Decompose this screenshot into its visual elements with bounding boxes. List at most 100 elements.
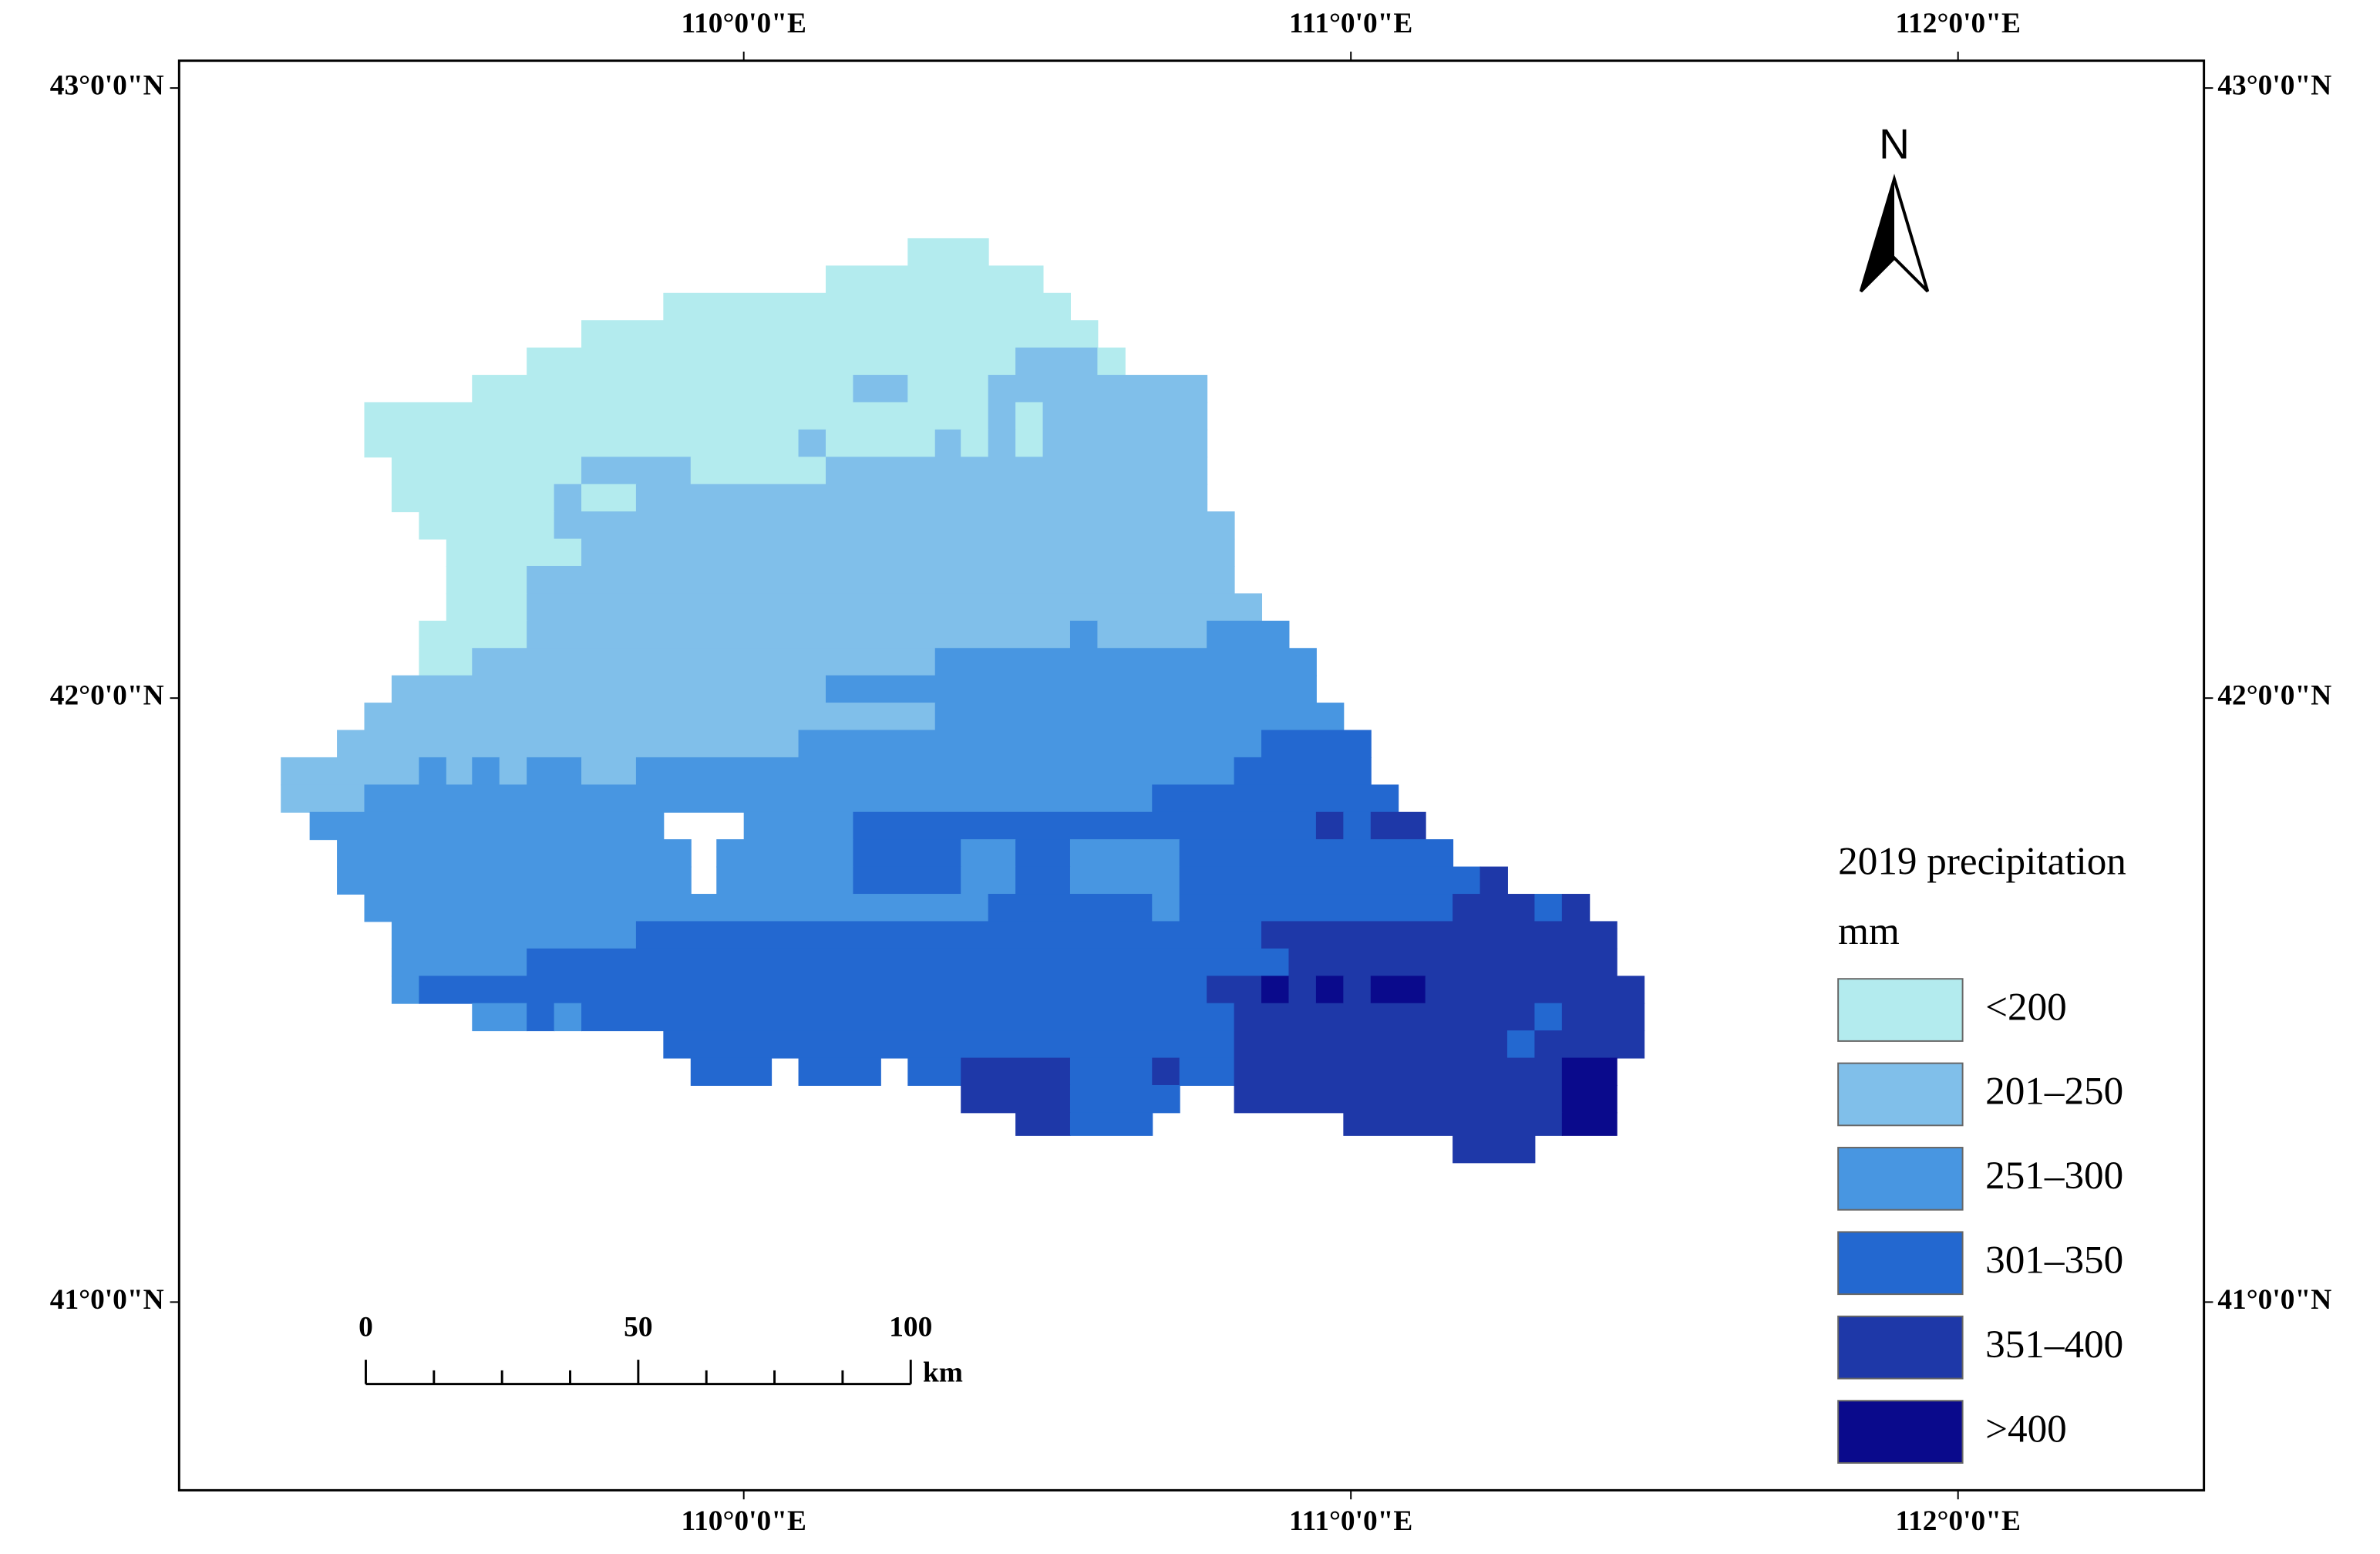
legend-label: 351–400 — [1985, 1323, 2123, 1367]
raster-cell — [581, 1003, 1235, 1032]
raster-cell — [472, 757, 500, 786]
raster-cell — [364, 703, 936, 731]
raster-cell — [1069, 866, 1180, 895]
raster-cell — [988, 375, 1208, 403]
raster-cell — [907, 238, 989, 267]
raster-cell — [663, 1030, 1235, 1059]
raster-cell — [581, 457, 692, 485]
raster-cell — [1506, 1030, 1536, 1059]
raster-cell — [1261, 921, 1618, 949]
raster-cell — [934, 648, 1317, 676]
raster-cell — [635, 757, 1235, 786]
raster-cell — [527, 565, 1235, 595]
raster-cell — [961, 1057, 1071, 1086]
raster-cell — [1069, 1112, 1153, 1136]
raster-cell — [419, 976, 1208, 1004]
raster-cell — [1179, 894, 1454, 922]
raster-cell — [1453, 894, 1536, 922]
raster-cell — [446, 757, 473, 786]
raster-cell — [798, 730, 1263, 758]
raster-cell — [1179, 839, 1454, 868]
raster-cell — [554, 484, 583, 513]
raster-cell — [1234, 1030, 1508, 1059]
raster-cell — [527, 1003, 555, 1032]
left-label: 41°0'0"N — [50, 1284, 164, 1316]
raster-cell — [988, 429, 1017, 458]
raster-cell — [472, 648, 936, 676]
raster-cell — [281, 757, 420, 786]
raster-cell — [1561, 1084, 1618, 1114]
raster-cell — [826, 429, 936, 458]
raster-cell — [499, 757, 528, 786]
precipitation-raster — [281, 238, 1645, 1164]
raster-cell — [1561, 1057, 1618, 1086]
scale-label: 0 — [359, 1311, 373, 1343]
raster-cell — [527, 948, 1290, 977]
raster-cell — [853, 866, 962, 895]
north-arrow-fill — [1860, 179, 1894, 292]
legend-swatch — [1837, 1231, 1964, 1296]
raster-cell — [1234, 1084, 1563, 1114]
raster-cell — [907, 375, 989, 403]
raster-cell — [1425, 976, 1645, 1004]
raster-cell — [961, 1084, 1071, 1114]
bottom-label: 110°0'0"E — [681, 1505, 806, 1537]
raster-cell — [1179, 866, 1481, 895]
raster-cell — [853, 839, 962, 868]
scale-label: 50 — [624, 1311, 652, 1343]
raster-cell — [446, 538, 583, 567]
right-label: 43°0'0"N — [2217, 70, 2331, 102]
legend-label: 301–350 — [1985, 1239, 2123, 1283]
raster-cell — [364, 429, 800, 458]
raster-cell — [826, 675, 1317, 704]
raster-cell — [364, 784, 1153, 813]
raster-cell — [1207, 620, 1290, 649]
raster-cell — [527, 620, 1071, 649]
raster-cell — [1015, 1112, 1071, 1136]
scale-label: 100 — [889, 1311, 932, 1343]
raster-cell — [1015, 347, 1099, 376]
raster-cell — [690, 457, 826, 485]
raster-cell — [337, 866, 692, 895]
scale-bar: 0 50 100 km — [359, 1311, 963, 1388]
raster-cell — [391, 457, 583, 485]
raster-cell — [1453, 1134, 1536, 1164]
legend-label: 201–250 — [1985, 1070, 2123, 1114]
raster-cell — [1343, 976, 1372, 1004]
raster-cell — [988, 894, 1153, 922]
left-label: 42°0'0"N — [50, 680, 164, 712]
raster-cell — [934, 703, 1345, 731]
raster-cell — [1152, 784, 1399, 813]
raster-cell — [1152, 894, 1180, 922]
raster-cell — [391, 976, 420, 1004]
raster-cell — [934, 429, 962, 458]
raster-cell — [716, 866, 854, 895]
raster-cell — [337, 839, 692, 868]
raster-cell — [1015, 429, 1044, 458]
raster-cell — [581, 484, 637, 513]
raster-cell — [1561, 894, 1591, 922]
raster-cell — [527, 757, 583, 786]
right-label: 41°0'0"N — [2217, 1284, 2331, 1316]
left-label: 43°0'0"N — [50, 70, 164, 102]
raster-cell — [1152, 1057, 1180, 1086]
raster-cell — [1234, 757, 1372, 786]
legend-swatch — [1837, 1400, 1964, 1464]
bottom-label: 112°0'0"E — [1895, 1505, 2020, 1537]
raster-cell — [1097, 620, 1208, 649]
raster-cell — [1179, 1057, 1235, 1086]
bottom-label: 111°0'0"E — [1289, 1505, 1412, 1537]
raster-cell — [988, 402, 1017, 430]
raster-cell — [1534, 894, 1563, 922]
raster-cell — [1561, 1112, 1618, 1136]
top-label: 112°0'0"E — [1895, 8, 2020, 39]
raster-cell — [907, 1057, 962, 1086]
raster-cell — [527, 347, 1017, 376]
raster-cell — [554, 1003, 583, 1032]
raster-cell — [635, 484, 1208, 513]
raster-cell — [391, 948, 528, 977]
raster-cell — [1343, 1112, 1563, 1136]
raster-cell — [1069, 839, 1180, 868]
raster-cell — [1015, 839, 1071, 868]
legend-title: 2019 precipitation — [1838, 839, 2126, 883]
